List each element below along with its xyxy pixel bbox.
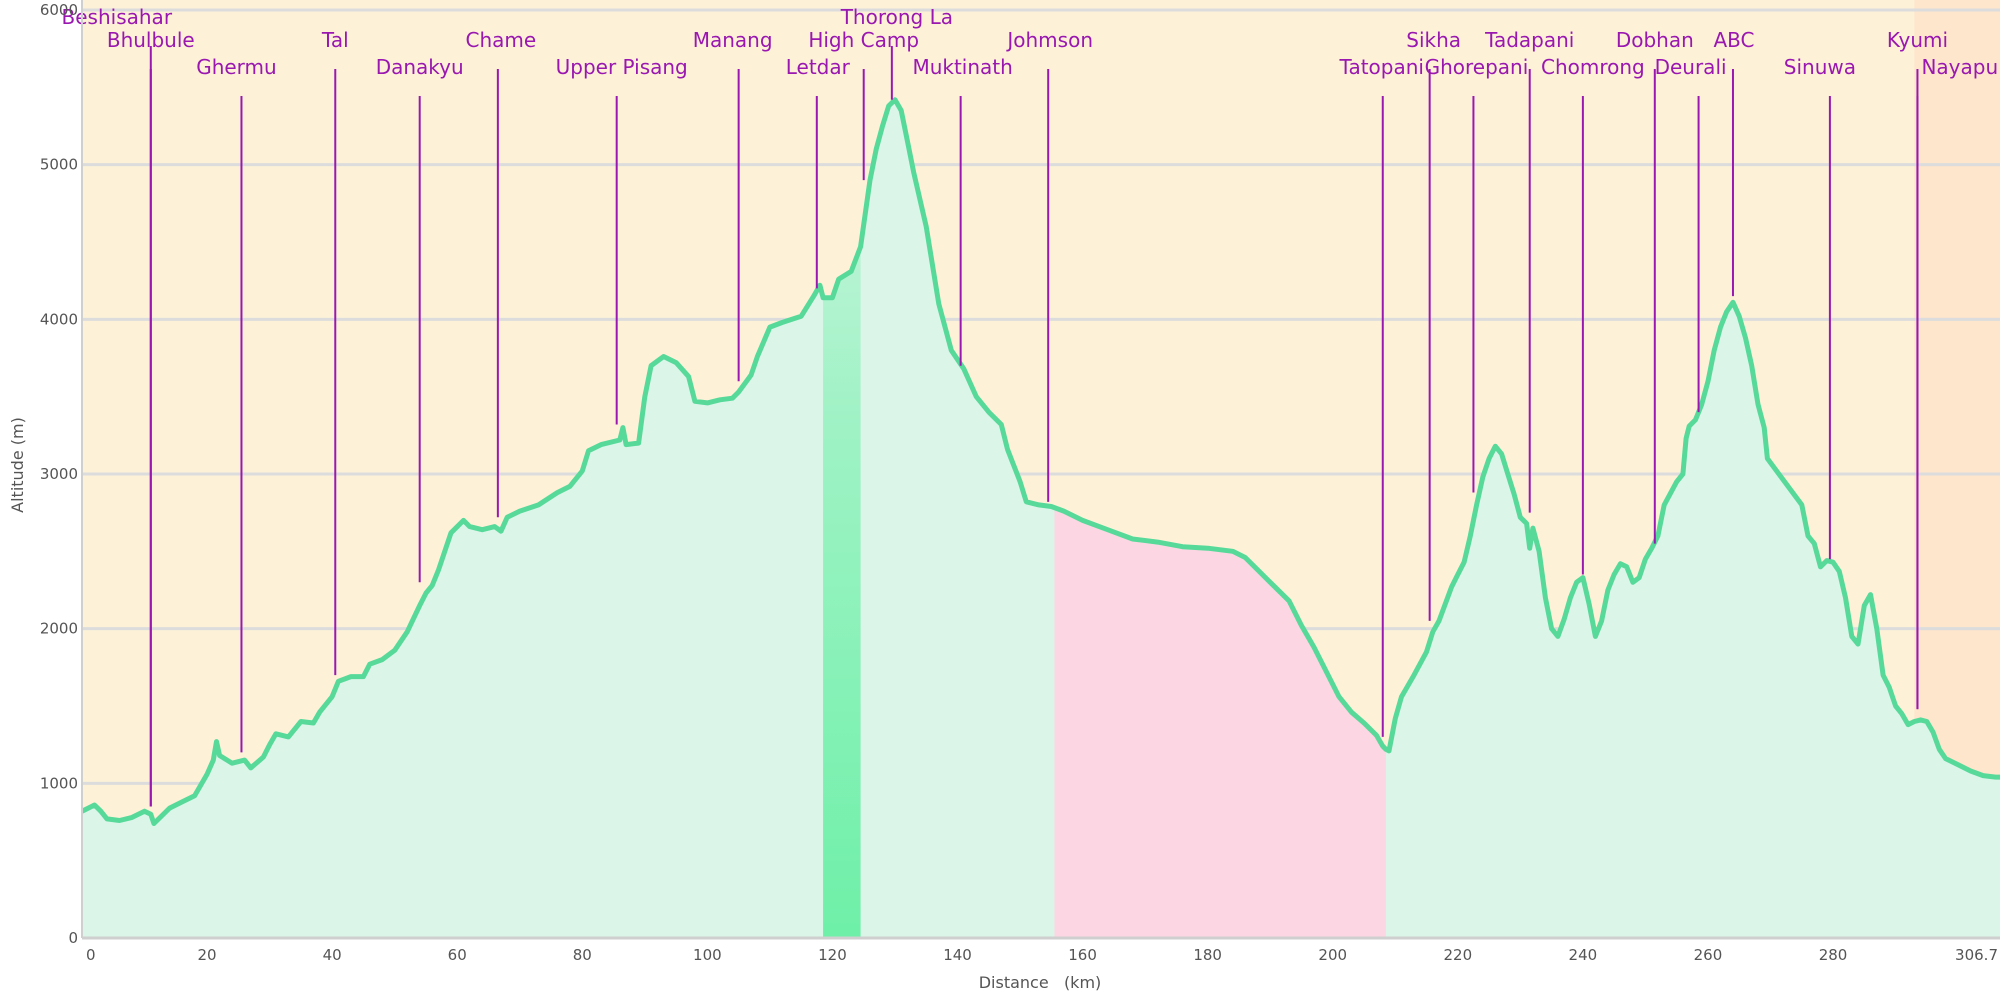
x-tick-label: 280 (1819, 946, 1848, 964)
waypoint-nayapul: Nayapul (1916, 55, 2000, 710)
waypoint-abc: ABC (1713, 28, 1754, 297)
waypoint-muktinath: Muktinath (912, 55, 1013, 366)
waypoint-sikha: Sikha (1406, 28, 1461, 621)
waypoint-label: Ghermu (196, 55, 277, 79)
waypoint-thorong-la: Thorong La (840, 5, 953, 100)
x-tick-label: 180 (1193, 946, 1222, 964)
elevation-fill (82, 99, 2000, 938)
waypoint-tadapani: Tadapani (1484, 28, 1574, 513)
waypoint-dobhan: Dobhan (1616, 28, 1694, 544)
waypoint-label: Sikha (1406, 28, 1461, 52)
elevation-area (82, 99, 2000, 938)
waypoint-label: Sinuwa (1784, 55, 1856, 79)
waypoint-letdar: Letdar (786, 55, 851, 289)
y-tick-label: 2000 (40, 620, 78, 638)
x-tick-label: 140 (943, 946, 972, 964)
waypoint-chomrong: Chomrong (1541, 55, 1645, 575)
waypoint-label: Letdar (786, 55, 851, 79)
waypoint-bhulbule: Bhulbule (107, 28, 195, 807)
waypoint-label: Tatopani (1339, 55, 1424, 79)
waypoint-label: Nayapul (1921, 55, 2000, 79)
y-tick-label: 4000 (40, 310, 78, 328)
waypoint-chame: Chame (466, 28, 537, 518)
waypoint-high-camp: High Camp (808, 28, 919, 181)
waypoint-ghermu: Ghermu (196, 55, 277, 753)
x-tick-label: 160 (1068, 946, 1097, 964)
x-tick-label: 40 (323, 946, 342, 964)
elevation-line (80, 97, 2000, 826)
waypoint-label: Ghorepani (1425, 55, 1529, 79)
x-tick-label: 200 (1318, 946, 1347, 964)
waypoint-label: Thorong La (840, 5, 953, 29)
waypoint-label: Kyumi (1887, 28, 1948, 52)
waypoint-tatopani: Tatopani (1339, 55, 1424, 737)
waypoint-label: ABC (1713, 28, 1754, 52)
y-tick-label: 5000 (40, 156, 78, 174)
x-tick-label: 100 (693, 946, 722, 964)
waypoint-danakyu: Danakyu (376, 55, 464, 583)
waypoint-label: Chame (466, 28, 537, 52)
waypoint-label: Dobhan (1616, 28, 1694, 52)
waypoint-sinuwa: Sinuwa (1784, 55, 1856, 560)
x-tick-label: 120 (818, 946, 847, 964)
x-axis-label: Distance (km) (979, 973, 1102, 992)
x-tick-label: 260 (1694, 946, 1723, 964)
waypoint-upper-pisang: Upper Pisang (556, 55, 688, 425)
waypoint-label: Tadapani (1484, 28, 1574, 52)
waypoint-deurali: Deurali (1655, 55, 1727, 413)
y-axis-label: Altitude (m) (8, 417, 27, 513)
waypoint-label: Chomrong (1541, 55, 1645, 79)
axes: 0 1000 2000 3000 4000 5000 6000 0 20 40 60 80 100 120… (40, 0, 2000, 964)
x-tick-label: 80 (573, 946, 592, 964)
y-tick-label: 0 (68, 929, 78, 947)
waypoint-label: Deurali (1655, 55, 1727, 79)
waypoint-label: Upper Pisang (556, 55, 688, 79)
waypoint-label: Manang (693, 28, 773, 52)
x-tick-label: 240 (1569, 946, 1598, 964)
waypoint-label: Tal (321, 28, 349, 52)
waypoint-tal: Tal (321, 28, 349, 676)
y-tick-label: 6000 (40, 1, 78, 19)
x-tick-label: 60 (448, 946, 467, 964)
waypoint-label: Johmson (1005, 28, 1093, 52)
waypoint-label: Beshisahar (62, 5, 173, 29)
x-tick-label: 20 (198, 946, 217, 964)
waypoint-label: Muktinath (912, 55, 1012, 79)
waypoint-label: High Camp (808, 28, 919, 52)
x-tick-label: 220 (1443, 946, 1472, 964)
waypoint-johmson: Johmson (1005, 28, 1093, 502)
waypoint-label: Bhulbule (107, 28, 195, 52)
x-tick-label: 0 (86, 946, 96, 964)
y-tick-label: 1000 (40, 774, 78, 792)
waypoint-manang: Manang (693, 28, 773, 382)
waypoint-label: Danakyu (376, 55, 464, 79)
waypoint-ghorepani: Ghorepani (1425, 55, 1529, 493)
y-tick-label: 3000 (40, 465, 78, 483)
x-tick-label: 306.7 (1955, 946, 1998, 964)
